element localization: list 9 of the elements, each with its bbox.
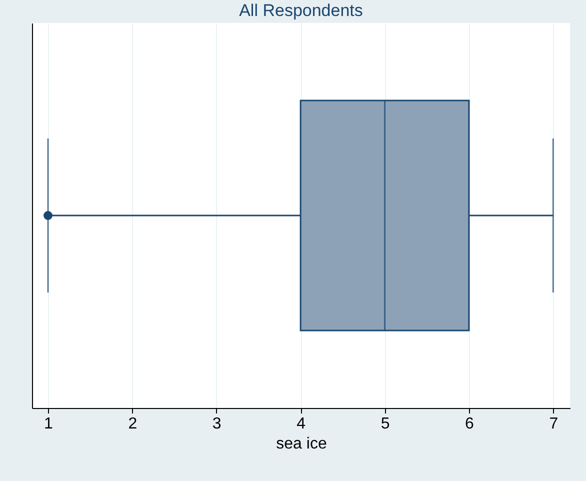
x-axis-title: sea ice bbox=[276, 436, 327, 452]
x-tick-label: 6 bbox=[465, 416, 474, 432]
x-tick-label: 7 bbox=[549, 416, 558, 432]
x-tick-label: 3 bbox=[212, 416, 222, 432]
chart-title: All Respondents bbox=[239, 1, 363, 20]
x-tick-label: 5 bbox=[380, 416, 390, 432]
x-tick-label: 1 bbox=[44, 416, 54, 432]
x-tick-label: 4 bbox=[296, 416, 306, 432]
x-tick-label: 2 bbox=[128, 416, 138, 432]
